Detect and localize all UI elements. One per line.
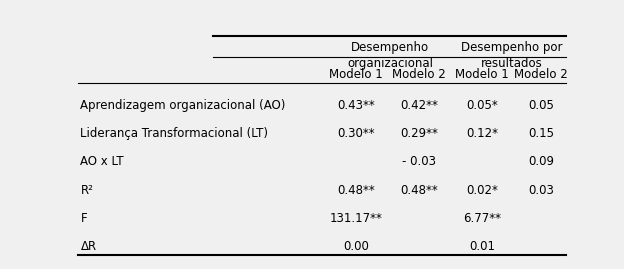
Text: Modelo 1: Modelo 1 (329, 68, 383, 81)
Text: 0.02*: 0.02* (466, 183, 498, 197)
Text: Modelo 2: Modelo 2 (514, 68, 568, 81)
Text: 0.05*: 0.05* (466, 99, 498, 112)
Text: Aprendizagem organizacional (AO): Aprendizagem organizacional (AO) (80, 99, 286, 112)
Text: 0.00: 0.00 (343, 240, 369, 253)
Text: 0.01: 0.01 (469, 240, 495, 253)
Text: 0.48**: 0.48** (337, 183, 375, 197)
Text: Liderança Transformacional (LT): Liderança Transformacional (LT) (80, 127, 268, 140)
Text: Modelo 2: Modelo 2 (392, 68, 446, 81)
Text: ΔR: ΔR (80, 240, 97, 253)
Text: 0.12*: 0.12* (466, 127, 498, 140)
Text: Desempenho por
resultados: Desempenho por resultados (461, 41, 563, 70)
Text: 0.05: 0.05 (528, 99, 554, 112)
Text: 131.17**: 131.17** (329, 212, 383, 225)
Text: Desempenho
organizacional: Desempenho organizacional (347, 41, 433, 70)
Text: Modelo 1: Modelo 1 (455, 68, 509, 81)
Text: F: F (80, 212, 87, 225)
Text: - 0.03: - 0.03 (402, 155, 436, 168)
Text: 0.15: 0.15 (528, 127, 554, 140)
Text: 6.77**: 6.77** (463, 212, 501, 225)
Text: 0.29**: 0.29** (400, 127, 438, 140)
Text: AO x LT: AO x LT (80, 155, 124, 168)
Text: R²: R² (80, 183, 94, 197)
Text: 0.09: 0.09 (528, 155, 554, 168)
Text: 0.03: 0.03 (528, 183, 554, 197)
Text: 0.43**: 0.43** (337, 99, 375, 112)
Text: 0.30**: 0.30** (337, 127, 375, 140)
Text: 0.48**: 0.48** (400, 183, 438, 197)
Text: 0.42**: 0.42** (400, 99, 438, 112)
